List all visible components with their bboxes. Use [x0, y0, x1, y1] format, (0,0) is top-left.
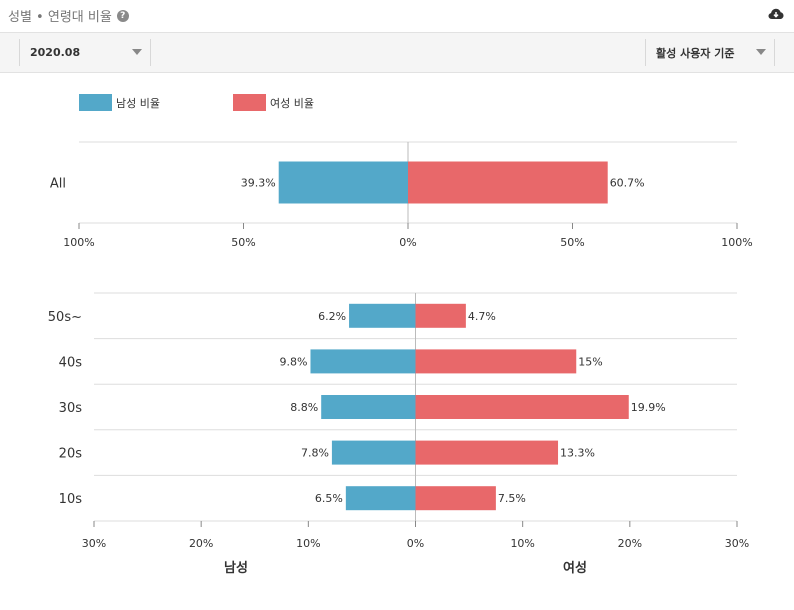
tick-label: 20% [618, 537, 642, 550]
data-label-female: 13.3% [560, 447, 595, 460]
user-basis-value: 활성 사용자 기준 [656, 46, 735, 60]
bar-female-age [415, 303, 466, 328]
tick-label: 30% [725, 537, 749, 550]
bar-male-age [349, 303, 416, 328]
date-select-value: 2020.08 [30, 46, 81, 59]
bar-female-all [408, 161, 608, 204]
category-label: 40s [59, 355, 83, 370]
axis-label-male: 남성 [224, 561, 248, 576]
data-label-male: 8.8% [290, 401, 318, 414]
data-label-male: 6.5% [315, 492, 343, 505]
bar-female-age [415, 349, 577, 374]
widget-title: 성별 • 연령대 비율 ? [8, 6, 129, 25]
tick-label: 50% [231, 236, 255, 249]
chevron-down-icon [132, 49, 142, 55]
title-text: 성별 • 연령대 비율 [8, 10, 112, 25]
data-label-female: 15% [578, 355, 602, 368]
tick-label: 100% [721, 236, 752, 249]
legend-female-swatch [233, 94, 266, 111]
bar-female-age [415, 395, 629, 419]
cloud-download-icon[interactable] [768, 7, 784, 21]
legend-male-label: 남성 비율 [116, 96, 160, 110]
axis-label-female: 여성 [563, 561, 587, 576]
tick-label: 100% [63, 236, 94, 249]
category-label: 30s [59, 401, 83, 416]
data-label-female: 4.7% [468, 310, 496, 323]
category-label: All [50, 177, 66, 192]
chevron-down-icon [756, 49, 766, 55]
data-label-male: 6.2% [318, 310, 346, 323]
data-label-female: 7.5% [498, 492, 526, 505]
data-label-male: 39.3% [241, 177, 276, 190]
filter-toolbar: 2020.08 활성 사용자 기준 [0, 32, 794, 73]
user-basis-select[interactable]: 활성 사용자 기준 [645, 39, 775, 66]
bar-male-age [345, 486, 416, 511]
legend-female-label: 여성 비율 [270, 96, 314, 110]
data-label-female: 19.9% [631, 401, 666, 414]
tick-label: 50% [560, 236, 584, 249]
tick-label: 20% [189, 537, 213, 550]
date-select[interactable]: 2020.08 [19, 39, 151, 66]
bar-female-age [415, 486, 496, 511]
tick-label: 10% [296, 537, 320, 550]
category-label: 10s [59, 492, 83, 507]
tick-label: 0% [399, 236, 416, 249]
legend-female[interactable]: 여성 비율 [233, 94, 314, 111]
tick-label: 10% [510, 537, 534, 550]
bar-female-age [415, 440, 559, 465]
data-label-male: 7.8% [301, 447, 329, 460]
bar-male-age [310, 349, 416, 374]
tick-label: 0% [407, 537, 424, 550]
bar-male-age [331, 440, 416, 465]
data-label-female: 60.7% [610, 177, 645, 190]
legend-male-swatch [79, 94, 112, 111]
bar-male-all [278, 161, 408, 204]
category-label: 50s~ [48, 310, 82, 325]
tick-label: 30% [82, 537, 106, 550]
help-icon[interactable]: ? [116, 9, 129, 22]
widget-header: 성별 • 연령대 비율 ? [0, 0, 794, 32]
bar-male-age [321, 395, 416, 419]
legend-male[interactable]: 남성 비율 [79, 94, 160, 111]
category-label: 20s [59, 447, 83, 462]
data-label-male: 9.8% [280, 355, 308, 368]
